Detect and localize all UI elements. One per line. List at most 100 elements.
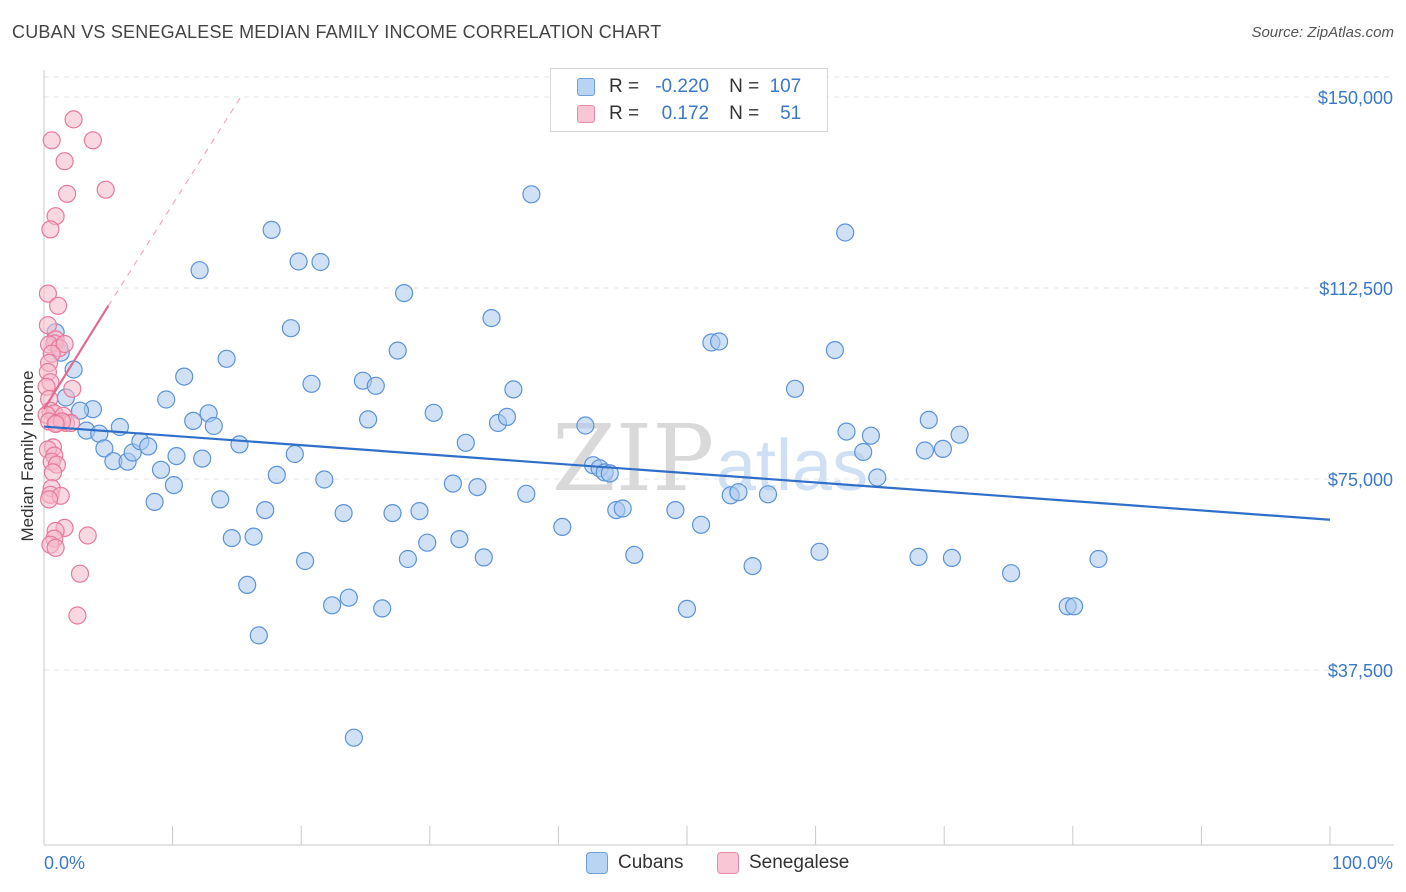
legend-n-value: 107 [769, 76, 802, 97]
cubans-point [474, 548, 493, 567]
cubans-point [256, 501, 275, 520]
cubans-point [677, 599, 697, 619]
legend-senegalese-label: Senegalese [749, 852, 850, 873]
cubans-point [785, 379, 805, 398]
cubans-point [933, 439, 953, 458]
legend-r-label: R = [609, 76, 640, 97]
watermark: ZIP atlas [552, 405, 868, 512]
senegalese-point [55, 334, 74, 354]
senegalese-point [46, 414, 65, 434]
cubans-point [600, 464, 619, 483]
legend-r-value: -0.220 [655, 76, 710, 97]
cubans-point [418, 533, 437, 552]
cubans-point [861, 426, 881, 445]
cubans-point [211, 490, 230, 509]
cubans-point [758, 485, 778, 504]
cubans-point [193, 449, 212, 468]
cubans-point [743, 556, 762, 576]
cubans-point [553, 517, 572, 537]
senegalese-point [38, 284, 58, 303]
y-tick-label: $150,000 [1318, 88, 1393, 108]
cubans-point [468, 478, 487, 497]
cubans-point [157, 390, 176, 409]
senegalese-point [96, 180, 115, 199]
cubans-point [222, 528, 241, 548]
legend-item-senegalese[interactable]: Senegalese [717, 852, 849, 874]
cubans-point [666, 501, 685, 520]
y-tick-label: $37,500 [1328, 661, 1393, 681]
cubans-point [230, 435, 249, 454]
cubans-point [167, 447, 186, 466]
chart-title: CUBAN VS SENEGALESE MEDIAN FAMILY INCOME… [12, 22, 662, 42]
cubans-point [810, 542, 829, 561]
cubans-point [139, 437, 158, 456]
cubans-point [395, 284, 414, 303]
cubans-point [238, 575, 257, 595]
senegalese-point [43, 463, 63, 482]
cubans-legend-swatch [586, 852, 608, 874]
cubans-point [359, 410, 378, 429]
senegalese-point [78, 526, 97, 545]
cubans-point [836, 223, 855, 242]
senegalese-point [64, 110, 83, 129]
cubans-point [296, 551, 315, 571]
trend-lines [43, 92, 1331, 521]
legend-n-value: 51 [780, 103, 802, 124]
cubans-point [315, 470, 334, 489]
cubans-point [825, 341, 845, 360]
cubans-point [289, 252, 308, 271]
senegalese-point [57, 184, 77, 203]
legend-row-cubans: R = -0.220 N = 107 [551, 75, 801, 99]
cubans-point [517, 484, 536, 503]
cubans-point [950, 425, 969, 444]
y-tick-label: $112,500 [1319, 279, 1393, 299]
cubans-point [285, 444, 304, 464]
cubans-point [1064, 597, 1084, 616]
senegalese-trend-line [43, 305, 110, 410]
y-tick-label: $75,000 [1328, 470, 1393, 490]
legend-n-label: N = [729, 103, 760, 124]
x-tick-label-min: 0.0% [44, 853, 85, 873]
cubans-point [302, 374, 321, 393]
cubans-point [175, 367, 194, 386]
legend-r-label: R = [609, 103, 640, 124]
cubans-point [388, 341, 407, 360]
senegalese-swatch [577, 105, 595, 123]
cubans-point [145, 492, 164, 511]
cubans-point [450, 529, 469, 549]
senegalese-legend-swatch [717, 852, 739, 874]
senegalese-point [39, 490, 59, 509]
cubans-point [691, 515, 711, 534]
x-tick-label-max: 100.0% [1332, 853, 1393, 873]
cubans-point [164, 476, 183, 495]
cubans-point [1089, 549, 1108, 569]
cubans-point [443, 474, 462, 493]
senegalese-point [42, 131, 61, 150]
cubans-point [281, 319, 300, 338]
cubans-point [709, 332, 729, 351]
senegalese-point [63, 379, 82, 398]
cubans-point [217, 349, 236, 368]
cubans-point [344, 728, 363, 747]
cubans-point [522, 185, 541, 204]
legend-item-cubans[interactable]: Cubans [586, 852, 684, 874]
cubans-point [482, 309, 501, 328]
cubans-point [1001, 564, 1021, 583]
legend-r-value: 0.172 [661, 103, 710, 124]
cubans-point [190, 261, 209, 280]
cubans-point [339, 588, 358, 607]
cubans-point [868, 468, 887, 487]
senegalese-point [46, 538, 65, 557]
watermark-zip: ZIP [552, 405, 714, 512]
cubans-point [398, 549, 417, 569]
cubans-point [383, 503, 402, 523]
cubans-point [837, 422, 856, 441]
legend-cubans-label: Cubans [618, 852, 684, 873]
cubans-point [184, 411, 203, 430]
cubans-point [262, 220, 281, 239]
senegalese-point [70, 564, 90, 583]
legend-n-label: N = [729, 76, 760, 97]
senegalese-point [38, 316, 58, 335]
cubans-point [70, 401, 90, 420]
cubans-point [410, 502, 429, 521]
